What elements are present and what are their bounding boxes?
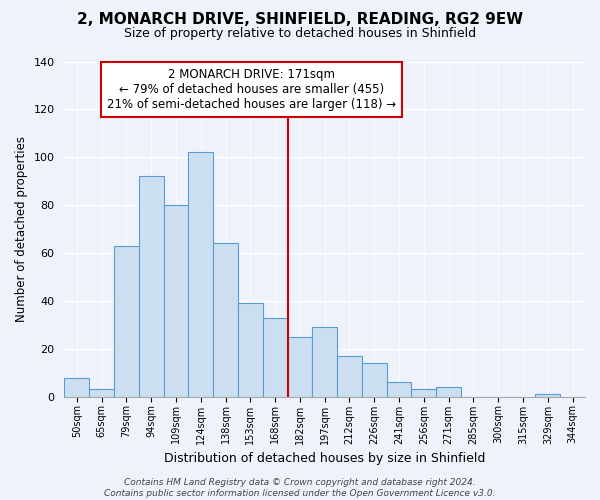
Bar	[436, 387, 461, 396]
Bar	[164, 205, 188, 396]
Bar	[139, 176, 164, 396]
Bar	[313, 327, 337, 396]
Text: 2, MONARCH DRIVE, SHINFIELD, READING, RG2 9EW: 2, MONARCH DRIVE, SHINFIELD, READING, RG…	[77, 12, 523, 28]
Bar	[263, 318, 287, 396]
Text: Size of property relative to detached houses in Shinfield: Size of property relative to detached ho…	[124, 28, 476, 40]
X-axis label: Distribution of detached houses by size in Shinfield: Distribution of detached houses by size …	[164, 452, 485, 465]
Bar	[412, 390, 436, 396]
Bar	[362, 363, 386, 396]
Y-axis label: Number of detached properties: Number of detached properties	[15, 136, 28, 322]
Text: Contains HM Land Registry data © Crown copyright and database right 2024.
Contai: Contains HM Land Registry data © Crown c…	[104, 478, 496, 498]
Bar	[188, 152, 213, 396]
Bar	[535, 394, 560, 396]
Bar	[386, 382, 412, 396]
Bar	[213, 244, 238, 396]
Bar	[114, 246, 139, 396]
Bar	[337, 356, 362, 397]
Bar	[238, 304, 263, 396]
Bar	[64, 378, 89, 396]
Bar	[89, 390, 114, 396]
Text: 2 MONARCH DRIVE: 171sqm
← 79% of detached houses are smaller (455)
21% of semi-d: 2 MONARCH DRIVE: 171sqm ← 79% of detache…	[107, 68, 397, 111]
Bar	[287, 337, 313, 396]
